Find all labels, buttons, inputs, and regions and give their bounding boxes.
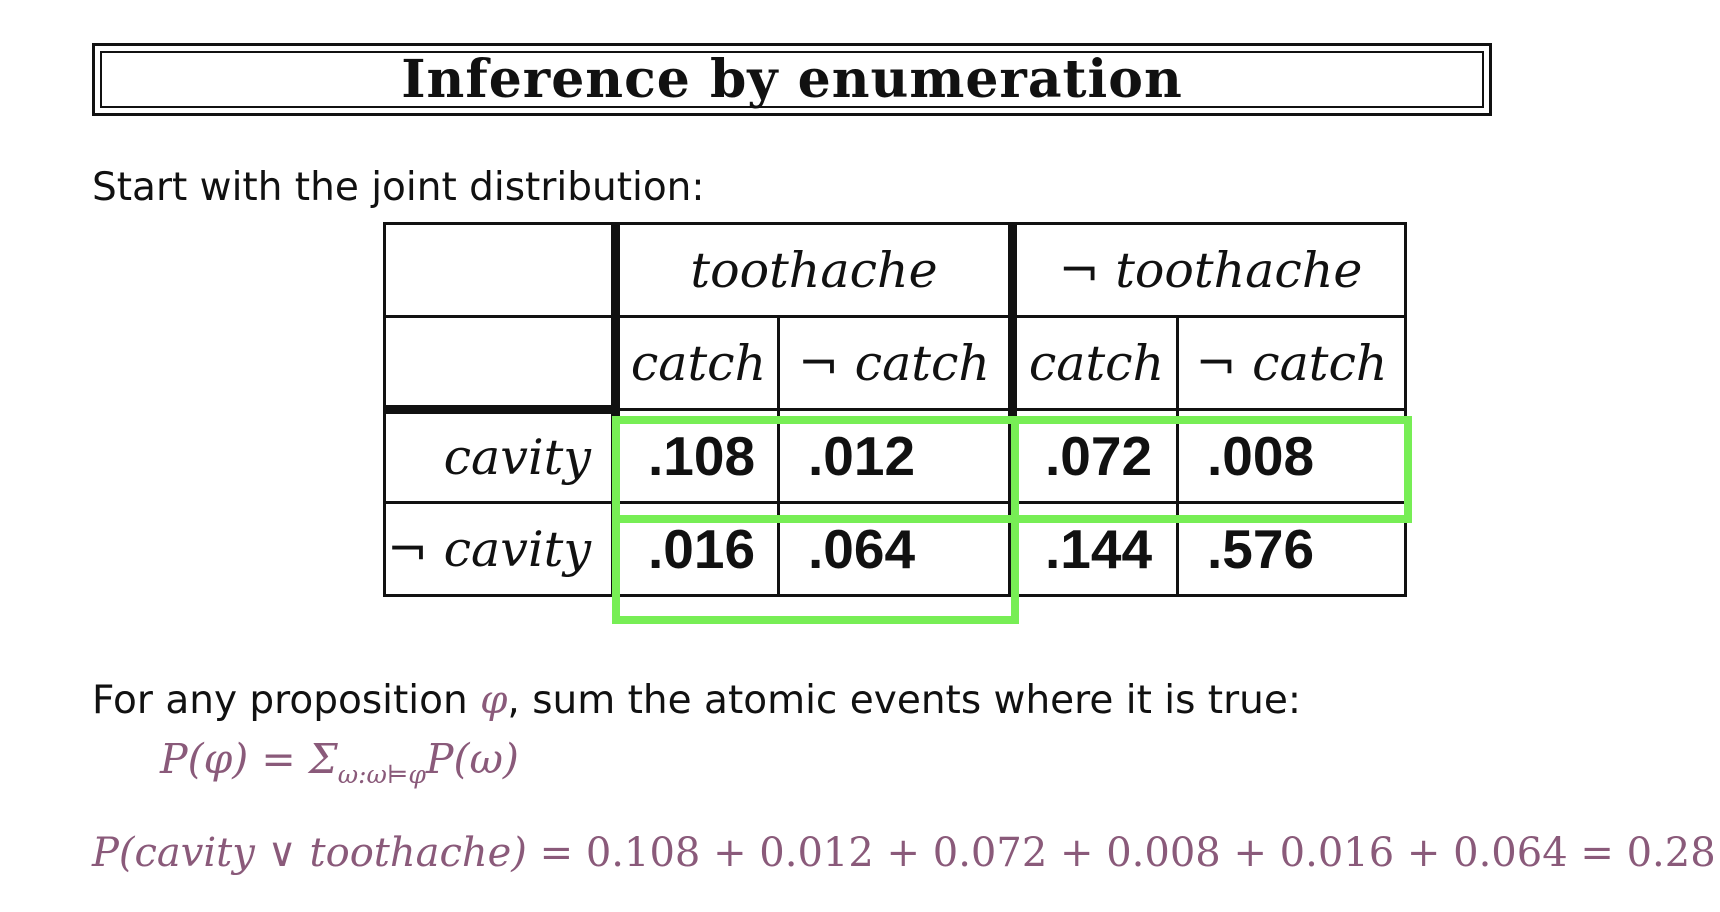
cell-cavity-not-toothache-not-catch: .008 xyxy=(1176,408,1407,504)
title-inner-border: Inference by enumeration xyxy=(100,51,1484,108)
proposition-text-before: For any proposition xyxy=(92,678,481,723)
header-row-subcols: catch ¬ catch catch ¬ catch xyxy=(383,315,1407,414)
proposition-text-after: , sum the atomic events where it is true… xyxy=(507,678,1301,723)
intro-text: Start with the joint distribution: xyxy=(92,165,705,210)
table-row-not-cavity: ¬ cavity .016 .064 .144 .576 xyxy=(383,501,1407,597)
formula-subscript: ω:ω⊨φ xyxy=(337,760,426,789)
sub-col-not-catch-2: ¬ catch xyxy=(1176,315,1407,411)
corner-cell-top xyxy=(383,222,620,318)
formula-lhs: P(φ) = Σ xyxy=(160,735,338,783)
joint-distribution-table: toothache ¬ toothache catch ¬ catch catc… xyxy=(383,222,1407,597)
example-calculation: P(cavity ∨ toothache) = 0.108 + 0.012 + … xyxy=(92,830,1716,876)
calc-rhs: = 0.108 + 0.012 + 0.072 + 0.008 + 0.016 … xyxy=(526,830,1716,876)
cell-cavity-toothache-not-catch: .012 xyxy=(777,408,1017,504)
sub-col-catch-2: catch xyxy=(1011,315,1179,411)
proposition-text: For any proposition φ, sum the atomic ev… xyxy=(92,678,1301,723)
cell-not-cavity-not-toothache-not-catch: .576 xyxy=(1176,501,1407,597)
row-label-not-cavity: ¬ cavity xyxy=(383,501,620,597)
col-group-not-toothache: ¬ toothache xyxy=(1011,222,1407,318)
cell-cavity-toothache-catch: .108 xyxy=(614,408,780,504)
cell-cavity-not-toothache-catch: .072 xyxy=(1011,408,1179,504)
row-label-cavity: cavity xyxy=(383,408,620,504)
cell-not-cavity-toothache-not-catch: .064 xyxy=(777,501,1017,597)
col-group-toothache: toothache xyxy=(614,222,1017,318)
phi-symbol: φ xyxy=(480,678,508,723)
table-row-cavity: cavity .108 .012 .072 .008 xyxy=(383,408,1407,504)
slide-title: Inference by enumeration xyxy=(401,48,1183,110)
cell-not-cavity-toothache-catch: .016 xyxy=(614,501,780,597)
header-row-groups: toothache ¬ toothache xyxy=(383,222,1407,318)
title-box: Inference by enumeration xyxy=(92,43,1492,116)
formula-rhs: P(ω) xyxy=(425,735,519,783)
cell-not-cavity-not-toothache-catch: .144 xyxy=(1011,501,1179,597)
calc-lhs: P(cavity ∨ toothache) xyxy=(92,830,527,876)
sub-col-not-catch-1: ¬ catch xyxy=(777,315,1017,411)
corner-cell-bottom xyxy=(383,315,620,414)
sub-col-catch-1: catch xyxy=(614,315,780,411)
joint-distribution-table-wrap: toothache ¬ toothache catch ¬ catch catc… xyxy=(383,222,1407,597)
sum-formula: P(φ) = Σω:ω⊨φP(ω) xyxy=(160,735,519,789)
